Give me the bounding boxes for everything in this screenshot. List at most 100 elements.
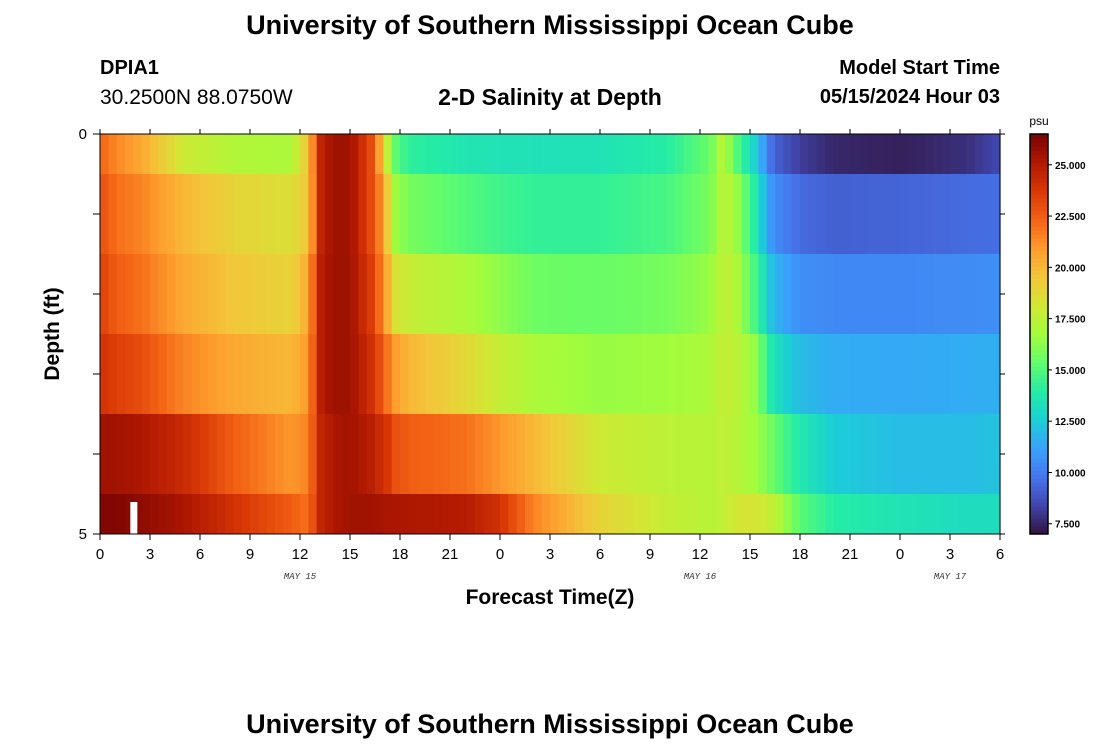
heatmap-cell <box>975 134 984 175</box>
heatmap-cell <box>633 494 643 535</box>
heatmap-cell <box>883 494 893 535</box>
colorbar-segment <box>1030 186 1048 191</box>
colorbar-segment <box>1030 234 1048 239</box>
colorbar-segment <box>1030 290 1048 295</box>
heatmap-cell <box>450 334 459 415</box>
heatmap-cell <box>883 334 893 415</box>
heatmap-cell <box>533 134 543 175</box>
y-axis: 05 <box>79 126 1005 543</box>
heatmap-cell <box>508 254 518 335</box>
heatmap-cell <box>200 254 209 335</box>
heatmap-cell <box>541 334 551 415</box>
heatmap-cell <box>191 134 201 175</box>
heatmap-cell <box>283 254 293 335</box>
heatmap-cell <box>608 414 618 495</box>
heatmap-cell <box>333 134 343 175</box>
heatmap-cell <box>466 174 476 255</box>
heatmap-cell <box>266 134 276 175</box>
heatmap-cell <box>975 494 984 535</box>
heatmap-cell <box>241 174 251 255</box>
heatmap-cell <box>850 414 859 495</box>
heatmap-cell <box>983 494 993 535</box>
heatmap-cell <box>500 334 509 415</box>
heatmap-cell <box>450 134 459 175</box>
heatmap-cell <box>950 254 959 335</box>
heatmap-cell <box>400 414 409 495</box>
heatmap-cell <box>300 174 309 255</box>
heatmap-cell <box>108 494 118 535</box>
heatmap-cell <box>100 334 109 415</box>
heatmap-cell <box>466 254 476 335</box>
colorbar-segment <box>1030 406 1048 411</box>
heatmap-cell <box>416 414 426 495</box>
heatmap-cell <box>700 174 709 255</box>
colorbar-segment <box>1030 446 1048 451</box>
heatmap-cell <box>208 494 218 535</box>
heatmap-cell <box>308 494 318 535</box>
heatmap-cell <box>691 334 701 415</box>
heatmap-cell <box>533 494 543 535</box>
heatmap-cell <box>775 174 784 255</box>
heatmap-cell <box>391 174 401 255</box>
x-date-label: MAY 17 <box>934 572 967 582</box>
heatmap-cell <box>775 414 784 495</box>
heatmap-cell <box>483 254 493 335</box>
heatmap-cell <box>233 254 243 335</box>
colorbar-segment <box>1030 218 1048 223</box>
heatmap-cell <box>583 174 593 255</box>
heatmap-cell <box>450 174 459 255</box>
colorbar-segment <box>1030 190 1048 195</box>
heatmap-cell <box>525 254 534 335</box>
heatmap-cell <box>666 414 676 495</box>
heatmap-cell <box>600 174 609 255</box>
heatmap-cell <box>400 494 409 535</box>
page-title: University of Southern Mississippi Ocean… <box>246 10 854 40</box>
colorbar-segment <box>1030 458 1048 463</box>
heatmap-cell <box>458 174 468 255</box>
heatmap-cell <box>475 334 484 415</box>
heatmap-cell <box>816 174 826 255</box>
heatmap-cell <box>716 334 726 415</box>
heatmap-cell <box>575 494 584 535</box>
heatmap-cell <box>241 414 251 495</box>
heatmap-cell <box>225 334 234 415</box>
heatmap-cell <box>366 254 376 335</box>
heatmap-cell <box>375 134 384 175</box>
heatmap-cell <box>891 494 901 535</box>
heatmap-cell <box>366 494 376 535</box>
heatmap-cell <box>575 334 584 415</box>
colorbar-segment <box>1030 410 1048 415</box>
heatmap-cell <box>325 134 334 175</box>
heatmap-cell <box>891 254 901 335</box>
heatmap-cell <box>483 414 493 495</box>
heatmap-cell <box>108 254 118 335</box>
heatmap-cell <box>950 334 959 415</box>
colorbar-segment <box>1030 266 1048 271</box>
model-start-value: 05/15/2024 Hour 03 <box>819 86 1000 108</box>
colorbar-segment <box>1030 282 1048 287</box>
heatmap-cell <box>258 134 268 175</box>
heatmap-cell <box>133 494 143 535</box>
heatmap-cell <box>500 174 509 255</box>
heatmap-cell <box>508 334 518 415</box>
heatmap-cell <box>266 494 276 535</box>
heatmap-cell <box>258 254 268 335</box>
heatmap-cell <box>666 134 676 175</box>
heatmap-cell <box>841 334 851 415</box>
heatmap-cell <box>966 254 976 335</box>
heatmap-cell <box>858 174 868 255</box>
heatmap-cell <box>933 414 943 495</box>
x-axis-title: Forecast Time(Z) <box>466 586 635 609</box>
heatmap-cell <box>391 254 401 335</box>
heatmap-cell <box>375 414 384 495</box>
heatmap-cell <box>858 414 868 495</box>
colorbar-segment <box>1030 174 1048 179</box>
heatmap-cell <box>716 174 726 255</box>
heatmap-cell <box>258 174 268 255</box>
heatmap-cell <box>741 134 751 175</box>
heatmap-cell <box>666 174 676 255</box>
y-tick-label: 5 <box>79 526 87 543</box>
heatmap-cell <box>400 134 409 175</box>
colorbar-segment <box>1030 246 1048 251</box>
heatmap-cell <box>683 414 693 495</box>
